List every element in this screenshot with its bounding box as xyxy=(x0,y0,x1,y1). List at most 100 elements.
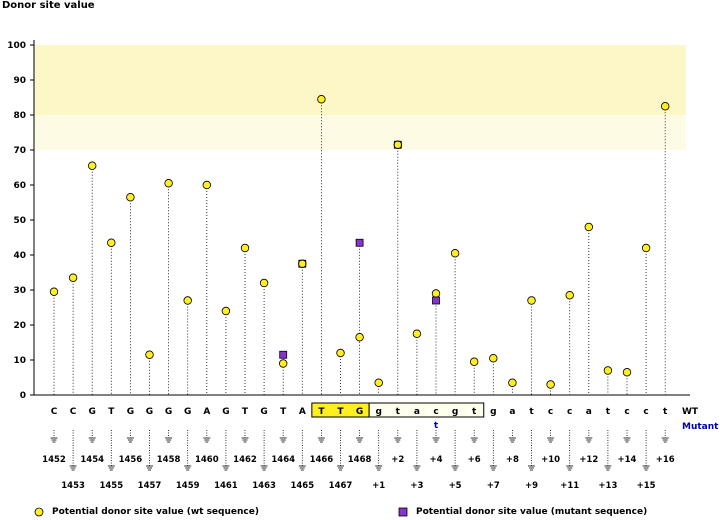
mutant-marker xyxy=(279,350,288,359)
position-label: 1455 xyxy=(99,481,123,491)
wt-row-label: WT xyxy=(682,407,699,417)
position-label: 1463 xyxy=(252,481,276,491)
position-label: 1466 xyxy=(310,455,334,465)
legend-wt-marker xyxy=(34,507,44,517)
mutant-marker xyxy=(298,259,307,268)
y-tick-label: 100 xyxy=(7,41,26,51)
sequence-base: T xyxy=(337,407,344,417)
sequence-base: g xyxy=(375,407,381,417)
position-label: +14 xyxy=(618,455,637,465)
wt-marker xyxy=(183,296,192,305)
y-axis: 0 10 20 30 40 50 60 70 80 90 100 xyxy=(7,40,690,401)
sequence-base: A xyxy=(203,407,210,417)
sequence-base: t xyxy=(396,407,401,417)
highlight-band xyxy=(34,45,686,115)
position-label: 1457 xyxy=(138,481,162,491)
position-label: +4 xyxy=(429,455,442,465)
legend-wt-label: Potential donor site value (wt sequence) xyxy=(52,507,259,517)
wt-marker xyxy=(489,354,498,363)
position-label: 1460 xyxy=(195,455,219,465)
sequence-base: T xyxy=(242,407,249,417)
wt-marker xyxy=(259,278,269,288)
wt-marker xyxy=(527,296,536,305)
position-label: +12 xyxy=(579,455,598,465)
sequence-base: t xyxy=(606,407,611,417)
y-tick-label: 90 xyxy=(13,76,26,86)
mutant-base: t xyxy=(434,421,439,431)
position-label: +15 xyxy=(637,481,656,491)
sequence-base: G xyxy=(127,407,134,417)
wt-marker xyxy=(355,333,364,342)
position-label: 1464 xyxy=(271,455,295,465)
sequence-base: G xyxy=(146,407,153,417)
wt-marker xyxy=(412,329,422,338)
wt-marker xyxy=(68,273,78,282)
sequence-base: a xyxy=(509,407,515,417)
y-tick-label: 50 xyxy=(13,216,26,226)
sequence-base: c xyxy=(567,407,572,417)
sequence-base: T xyxy=(318,407,325,417)
sequence-base: T xyxy=(280,407,287,417)
sequence-base: t xyxy=(472,407,477,417)
sequence-base: C xyxy=(70,407,77,417)
position-label: +3 xyxy=(410,481,423,491)
position-ticks: 1452 1453 1454 1455 1456 1457 1458 1459 1460 1461… xyxy=(42,430,675,491)
sequence-base: C xyxy=(51,407,58,417)
position-label: +8 xyxy=(506,455,519,465)
mutant-marker xyxy=(355,238,364,247)
legend-mutant-label: Potential donor site value (mutant seque… xyxy=(416,507,648,517)
position-label: 1452 xyxy=(42,455,66,465)
sequence-base: G xyxy=(89,407,96,417)
y-tick-label: 60 xyxy=(13,181,26,191)
y-tick-label: 80 xyxy=(13,111,26,121)
sequence-base: c xyxy=(624,407,629,417)
sequence-base: g xyxy=(452,407,458,417)
sequence-base: G xyxy=(165,407,172,417)
highlight-band xyxy=(34,115,686,150)
sequence-base: t xyxy=(663,407,668,417)
mutant-marker xyxy=(393,140,402,149)
y-tick-label: 0 xyxy=(20,391,26,401)
wt-marker xyxy=(374,378,383,387)
sequence-base: a xyxy=(414,407,420,417)
sequence-base: c xyxy=(548,407,553,417)
y-tick-label: 70 xyxy=(13,146,26,156)
mutant-marker xyxy=(432,296,440,305)
wt-marker xyxy=(107,238,116,247)
position-label: 1462 xyxy=(233,455,257,465)
position-label: 1456 xyxy=(119,455,143,465)
wt-marker xyxy=(565,291,574,300)
wt-marker xyxy=(641,243,651,253)
y-tick-label: 40 xyxy=(13,251,26,261)
wt-marker xyxy=(279,359,288,368)
y-tick-label: 10 xyxy=(13,356,26,366)
sequence-base: G xyxy=(260,407,267,417)
wt-marker xyxy=(221,306,231,316)
wt-marker xyxy=(336,348,345,358)
position-label: +11 xyxy=(560,481,579,491)
position-label: +13 xyxy=(598,481,617,491)
wt-marker xyxy=(603,366,613,375)
sequence-base: G xyxy=(222,407,229,417)
wt-marker xyxy=(546,380,555,389)
sequence-base: t xyxy=(529,407,534,417)
position-label: +10 xyxy=(541,455,560,465)
wt-marker xyxy=(126,193,135,202)
position-label: +9 xyxy=(525,481,538,491)
sequence-base: G xyxy=(356,407,363,417)
sequence-base: c xyxy=(433,407,438,417)
position-label: +16 xyxy=(656,455,675,465)
position-label: 1468 xyxy=(348,455,372,465)
wt-marker xyxy=(87,161,97,170)
wt-marker xyxy=(317,95,326,104)
y-tick-label: 20 xyxy=(13,321,26,331)
position-label: 1454 xyxy=(80,455,104,465)
wt-marker xyxy=(164,179,173,188)
sequence-base: g xyxy=(490,407,496,417)
wt-marker xyxy=(584,222,593,232)
legend-wt: Potential donor site value (wt sequence) xyxy=(34,507,259,517)
position-label: 1465 xyxy=(290,481,314,491)
sequence-base: G xyxy=(184,407,191,417)
wt-marker xyxy=(431,289,441,298)
